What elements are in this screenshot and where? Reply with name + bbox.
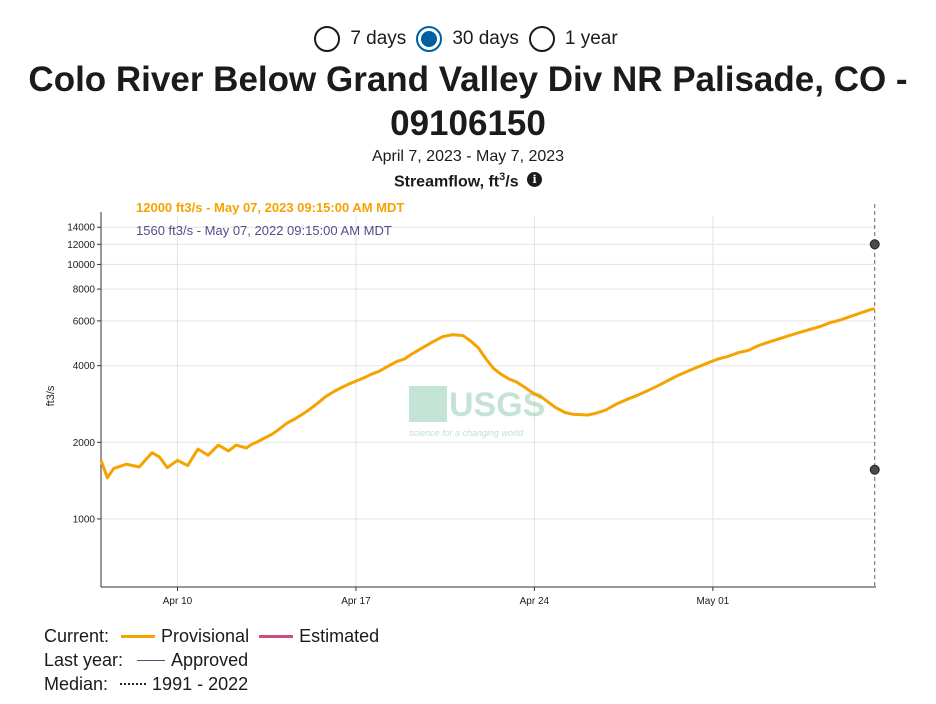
x-tick-label: May 01 (696, 596, 729, 607)
streamflow-chart: USGS science for a changing world 1000 20… (45, 200, 880, 607)
parameter-title: Streamflow, ft3/s i (0, 171, 936, 191)
approved-end-marker (869, 464, 880, 475)
period-option-30-days[interactable]: 30 days (416, 26, 519, 52)
y-tick-label: 12000 (67, 240, 95, 251)
period-selector: 7 days 30 days 1 year (0, 22, 936, 56)
tooltip-current: 12000 ft3/s - May 07, 2023 09:15:00 AM M… (136, 200, 404, 215)
y-tick-label: 1000 (73, 514, 96, 525)
period-option-1-year[interactable]: 1 year (528, 26, 618, 52)
y-tick-label: 4000 (73, 361, 96, 372)
radio-1-year[interactable] (528, 26, 555, 52)
legend-estimated-label: Estimated (299, 626, 380, 646)
x-tick-label: Apr 24 (520, 596, 550, 607)
legend-last-year-label: Last year: (44, 650, 124, 670)
usgs-watermark-subtitle: science for a changing world (409, 428, 524, 438)
period-option-7-days[interactable]: 7 days (314, 26, 406, 52)
chart-series (99, 307, 876, 480)
y-tick-label: 2000 (73, 438, 96, 449)
x-tick-label: Apr 17 (341, 596, 371, 607)
site-title: Colo River Below Grand Valley Div NR Pal… (28, 60, 908, 143)
chart-gridlines (101, 216, 876, 587)
x-tick-label: Apr 10 (163, 596, 193, 607)
period-label-1-year: 1 year (564, 28, 618, 49)
y-tick-label: 8000 (73, 285, 96, 296)
y-tick-label: 10000 (67, 260, 95, 271)
usgs-logo-mark (409, 386, 447, 422)
usgs-watermark-text: USGS (449, 386, 545, 424)
provisional-series-line (99, 307, 876, 480)
info-icon[interactable]: i (527, 172, 543, 188)
legend-current: Current: Provisional Estimated (44, 624, 379, 648)
radio-7-days[interactable] (314, 26, 341, 52)
chart-legend: Current: Provisional Estimated Last year… (44, 624, 379, 696)
legend-last-year: Last year: Approved (44, 648, 379, 672)
legend-approved-label: Approved (171, 650, 249, 670)
period-label-30-days: 30 days (452, 28, 519, 49)
legend-estimated-swatch (259, 634, 294, 638)
y-tick-label: 6000 (73, 316, 96, 327)
usgs-watermark: USGS science for a changing world (409, 386, 545, 438)
parameter-unit-exponent: 3 (499, 171, 506, 183)
chart-end-markers (869, 239, 880, 475)
legend-median-range: 1991 - 2022 (152, 674, 249, 694)
chart-axes: 1000 2000 4000 6000 8000 10000 12000 14000 Apr 1… (67, 204, 876, 607)
legend-median: Median: 1991 - 2022 (44, 672, 379, 696)
period-label-7-days: 7 days (350, 28, 407, 49)
legend-median-label: Median: (44, 674, 109, 694)
tooltip-last-year: 1560 ft3/s - May 07, 2022 09:15:00 AM MD… (136, 223, 392, 238)
parameter-unit-suffix: /s (505, 173, 519, 191)
radio-30-days[interactable] (416, 26, 443, 52)
y-tick-label: 14000 (67, 223, 95, 234)
provisional-end-marker (869, 239, 880, 250)
legend-approved-swatch (137, 659, 166, 661)
legend-current-label: Current: (44, 626, 110, 646)
parameter-label: Streamflow, ft (393, 173, 500, 191)
legend-provisional-label: Provisional (161, 626, 250, 646)
legend-provisional-swatch (121, 634, 156, 638)
date-range: April 7, 2023 - May 7, 2023 (371, 148, 565, 165)
legend-median-swatch (120, 683, 147, 685)
y-axis-label: ft3/s (45, 385, 57, 406)
